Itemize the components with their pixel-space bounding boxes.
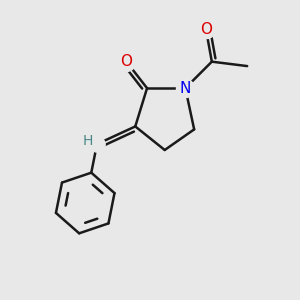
Text: H: H (83, 134, 93, 148)
Text: N: N (180, 81, 191, 96)
Text: O: O (200, 22, 212, 37)
Text: O: O (120, 54, 132, 69)
